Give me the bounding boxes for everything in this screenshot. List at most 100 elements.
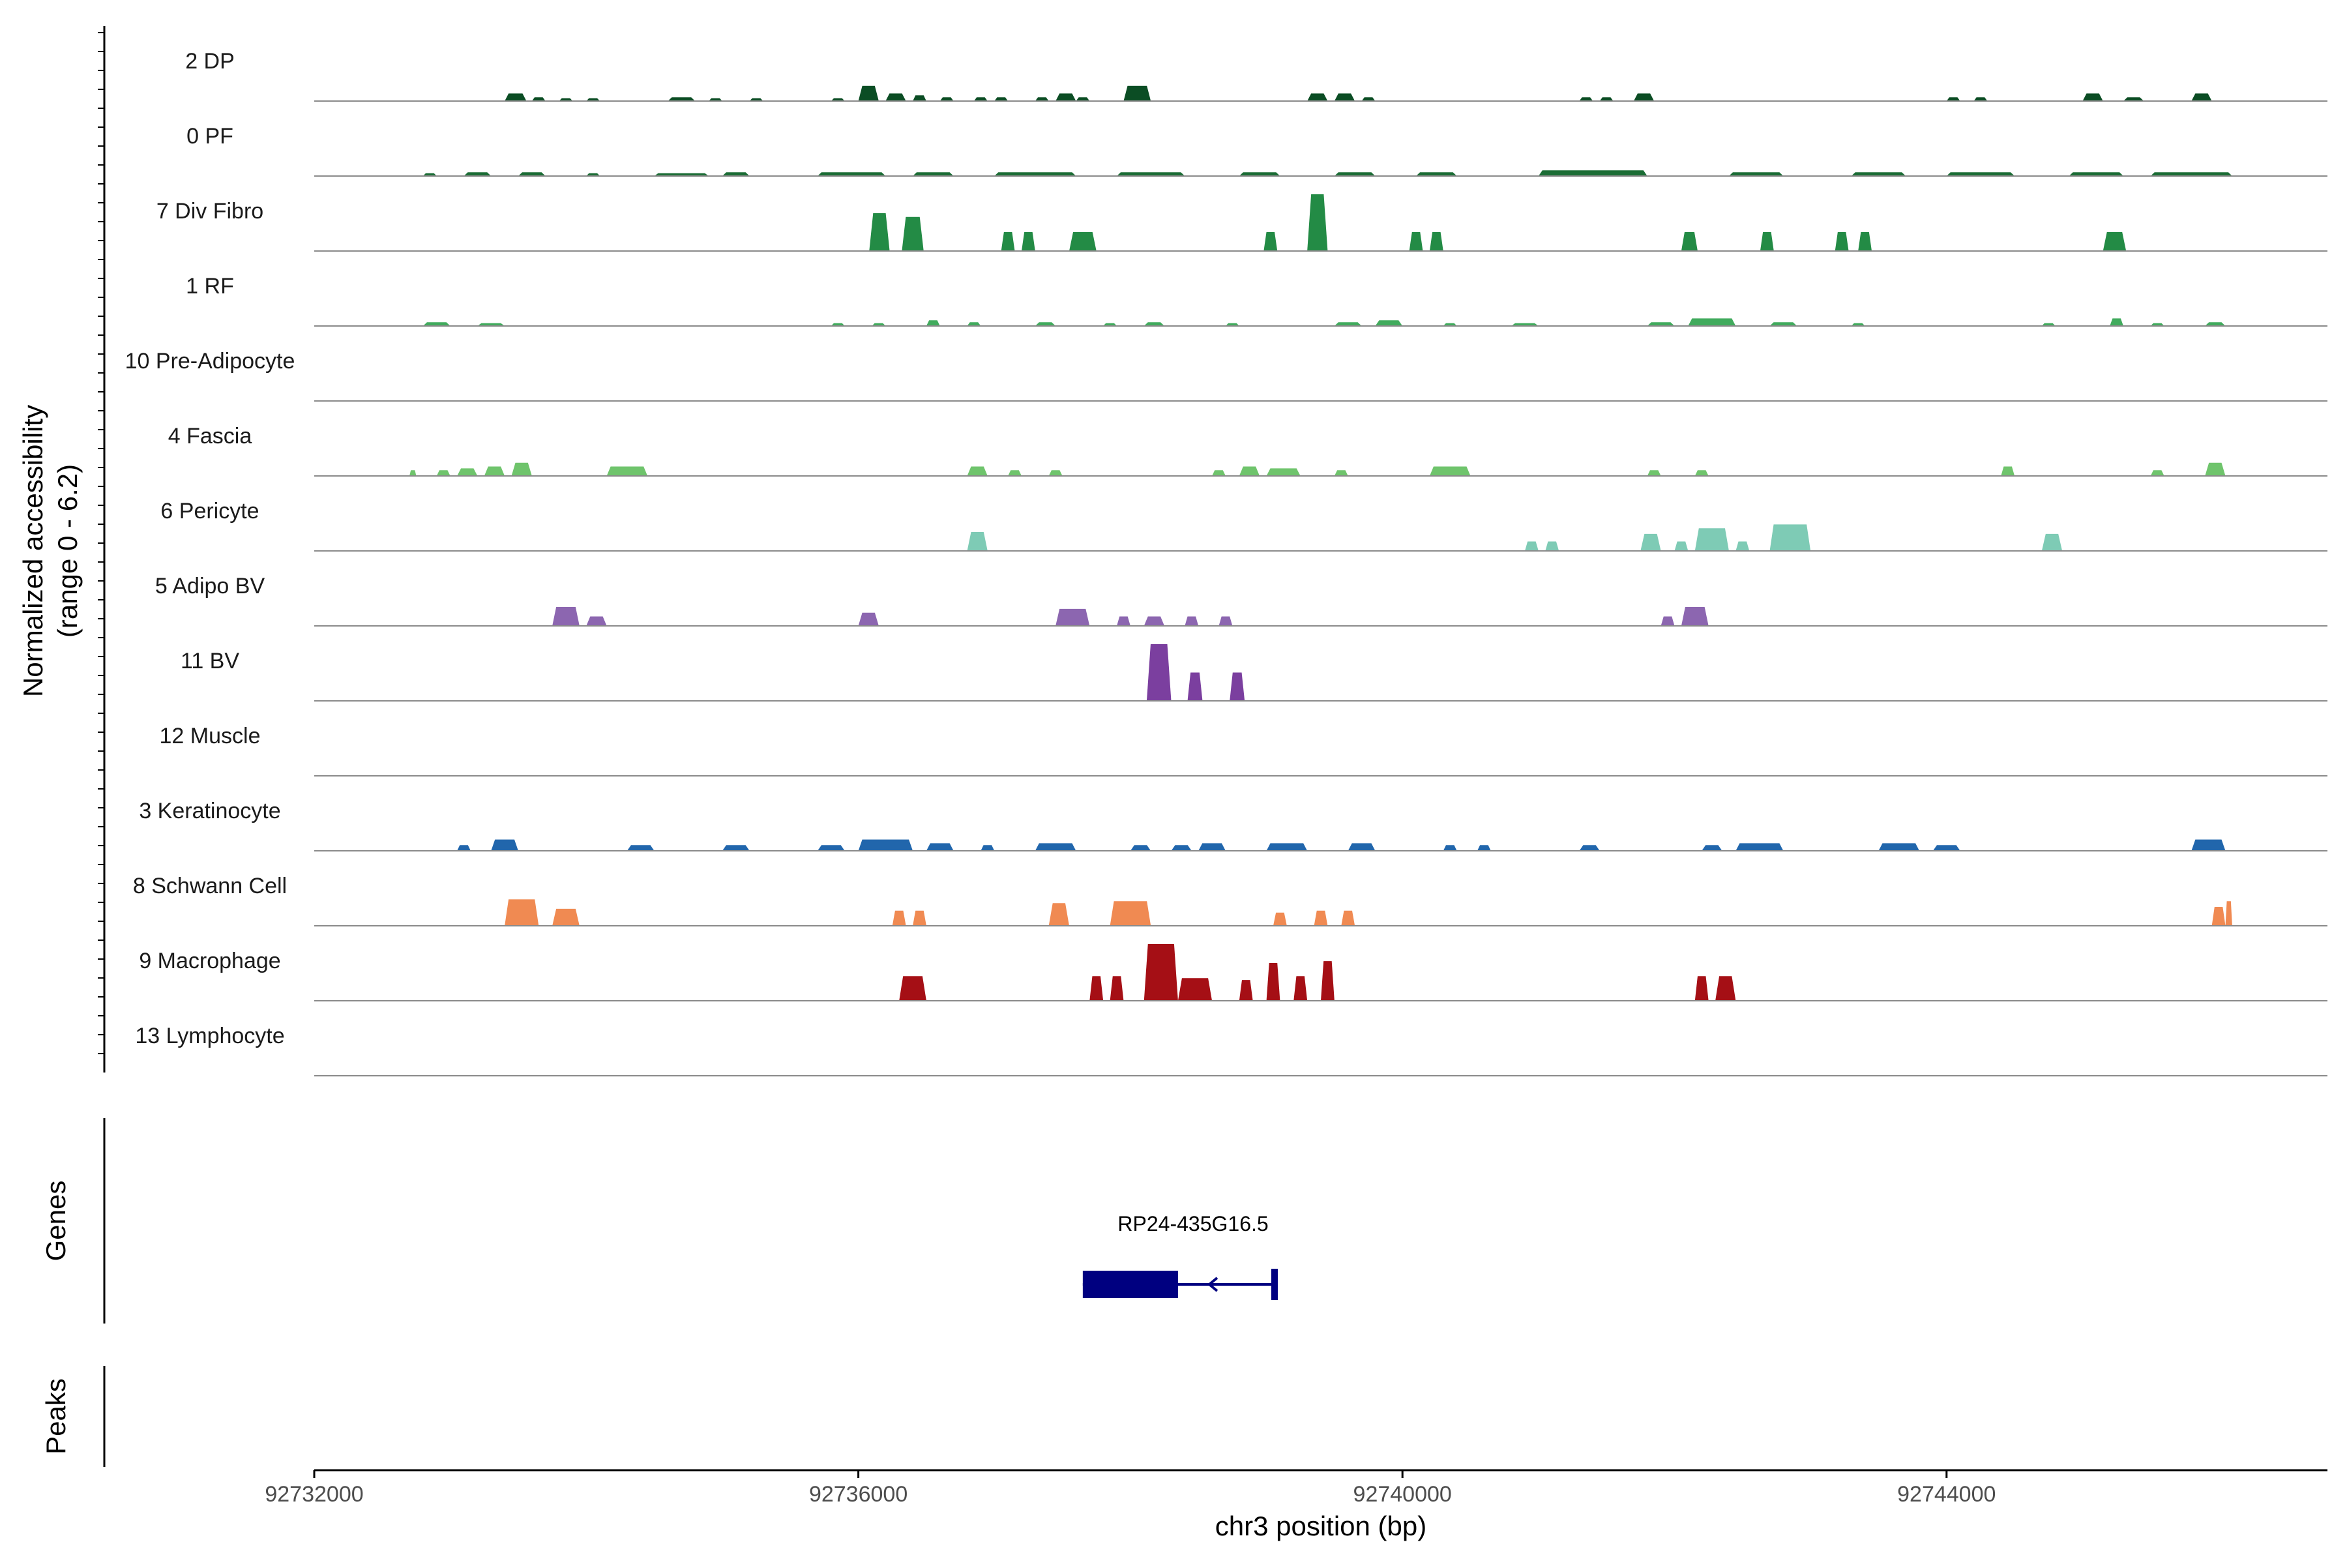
coverage-peak xyxy=(1293,976,1308,1001)
track-label: 11 BV xyxy=(181,649,239,673)
coverage-peak xyxy=(1239,980,1253,1001)
y-axis-title: Normalized accessibility (range 0 - 6.2) xyxy=(18,26,106,1072)
coverage-peak xyxy=(559,98,573,101)
coverage-peak xyxy=(1735,541,1750,551)
coverage-peak xyxy=(1144,944,1178,1001)
coverage-peak xyxy=(1048,470,1063,476)
coverage-peak xyxy=(1089,976,1104,1001)
coverage-peak xyxy=(967,532,988,551)
coverage-peak xyxy=(1946,97,1960,101)
coverage-peak xyxy=(1117,172,1185,176)
coverage-peak xyxy=(1144,616,1165,626)
coverage-peak xyxy=(2041,323,2056,326)
coverage-peak xyxy=(484,466,505,476)
gene-model: RP24-435G16.5 xyxy=(1082,1212,1278,1300)
coverage-peak xyxy=(858,85,879,101)
coverage-peak xyxy=(1035,322,1056,326)
track-label: 0 PF xyxy=(186,124,233,149)
coverage-peak xyxy=(1878,843,1920,851)
coverage-peak xyxy=(2191,839,2226,851)
coverage-peak xyxy=(1334,172,1376,176)
track-label: 1 RF xyxy=(186,274,234,299)
coverage-peak xyxy=(973,97,988,101)
track-label: 8 Schwann Cell xyxy=(133,874,287,898)
track-3: 1 RF xyxy=(186,274,2327,327)
coverage-peak xyxy=(1055,608,1090,626)
coverage-peak xyxy=(926,843,954,851)
coverage-peak xyxy=(1511,323,1539,326)
coverage-peak xyxy=(668,97,696,101)
peaks-panel: Peaks xyxy=(40,1366,106,1467)
genes-panel: Genes RP24-435G16.5 xyxy=(40,1118,1278,1324)
coverage-peak xyxy=(722,845,750,851)
track-5: 4 Fascia xyxy=(168,424,2327,477)
coverage-peak xyxy=(1001,232,1015,251)
coverage-peak xyxy=(872,323,886,326)
coverage-peak xyxy=(981,845,995,851)
coverage-peak xyxy=(1760,232,1774,251)
coverage-peak xyxy=(831,98,845,101)
coverage-peak xyxy=(2103,232,2127,251)
coverage-peak xyxy=(1688,318,1736,326)
coverage-peak xyxy=(1225,323,1239,326)
coverage-peak xyxy=(1661,616,1675,626)
coverage-peak xyxy=(511,462,532,476)
coverage-peak xyxy=(1110,901,1151,926)
coverage-peak xyxy=(818,172,886,176)
track-11: 8 Schwann Cell xyxy=(133,874,2327,926)
coverage-peak xyxy=(858,839,913,851)
coverage-peak xyxy=(1198,843,1226,851)
track-9: 12 Muscle xyxy=(160,724,2327,777)
coverage-peak xyxy=(1416,172,1457,176)
track-1: 0 PF xyxy=(186,124,2327,177)
x-tick-label: 92736000 xyxy=(809,1482,908,1507)
coverage-peak xyxy=(1681,607,1709,626)
coverage-peak xyxy=(1728,172,1784,176)
coverage-peak xyxy=(1851,323,1865,326)
coverage-peak xyxy=(1477,845,1491,851)
coverage-peak xyxy=(1647,322,1675,326)
coverage-peak xyxy=(1230,672,1245,701)
gene-strand-arrow xyxy=(1207,1277,1218,1292)
coverage-peak xyxy=(1110,976,1124,1001)
coverage-peak xyxy=(1035,843,1076,851)
coverage-peak xyxy=(422,322,450,326)
coverage-peak xyxy=(1035,97,1049,101)
coverage-peak xyxy=(627,845,655,851)
coverage-peak xyxy=(1239,466,1260,476)
x-tick-label: 92732000 xyxy=(265,1482,363,1507)
coverage-peak xyxy=(1932,845,1960,851)
coverage-peak xyxy=(1702,845,1722,851)
coverage-peak xyxy=(1177,978,1213,1001)
coverage-peak xyxy=(1021,232,1035,251)
coverage-peak xyxy=(831,323,845,326)
track-label: 7 Div Fibro xyxy=(156,199,263,224)
gene-exon xyxy=(1082,1271,1178,1298)
coverage-peak xyxy=(1409,232,1423,251)
coverage-peak xyxy=(1735,843,1784,851)
coverage-peak xyxy=(2150,470,2164,476)
coverage-peak xyxy=(1375,320,1403,326)
track-0: 2 DP xyxy=(185,49,2327,102)
coverage-peak xyxy=(1334,93,1355,101)
coverage-peak xyxy=(505,93,527,101)
coverage-peak xyxy=(2041,533,2063,551)
coverage-peak xyxy=(1144,322,1165,326)
coverage-peak xyxy=(1008,470,1022,476)
coverage-peak xyxy=(913,95,926,101)
coverage-peak xyxy=(2150,323,2164,326)
track-label: 3 Keratinocyte xyxy=(139,799,280,823)
coverage-peak xyxy=(722,172,750,176)
coverage-peak xyxy=(1429,466,1471,476)
x-tick-label: 92740000 xyxy=(1353,1482,1452,1507)
coverage-peak xyxy=(1103,323,1117,326)
track-10: 3 Keratinocyte xyxy=(139,799,2327,851)
coverage-peak xyxy=(1579,845,1600,851)
coverage-peak xyxy=(1218,616,1233,626)
coverage-peak xyxy=(1263,232,1278,251)
track-label: 2 DP xyxy=(185,49,235,74)
coverage-peak xyxy=(1694,528,1729,551)
coverage-peak xyxy=(709,98,722,101)
coverage-peak xyxy=(1117,616,1130,626)
